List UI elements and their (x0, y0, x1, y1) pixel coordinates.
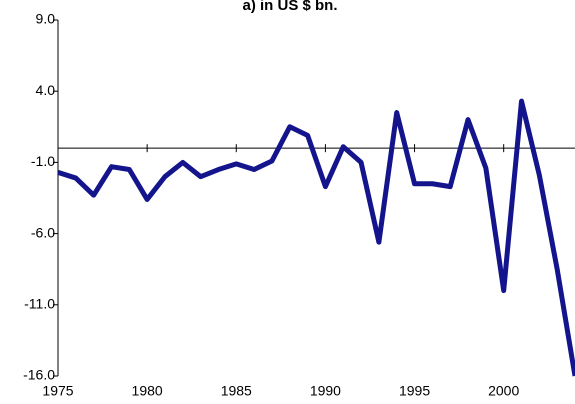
y-tick-label: 4.0 (36, 82, 56, 98)
x-tick-label: 1995 (399, 383, 430, 399)
x-tick-label: 2000 (488, 383, 519, 399)
y-tick-label: 9.0 (36, 11, 56, 27)
y-tick-label: -6.0 (31, 224, 55, 240)
y-tick-label: -16.0 (23, 367, 55, 383)
x-tick-label: 1985 (221, 383, 252, 399)
x-tick-label: 1990 (310, 383, 341, 399)
chart-title: a) in US $ bn. (242, 0, 337, 14)
y-tick-label: -11.0 (24, 296, 55, 312)
x-tick-label: 1980 (132, 383, 163, 399)
y-tick-label: -1.0 (31, 153, 55, 169)
x-tick-label: 1975 (42, 383, 73, 399)
data-line (57, 98, 575, 377)
